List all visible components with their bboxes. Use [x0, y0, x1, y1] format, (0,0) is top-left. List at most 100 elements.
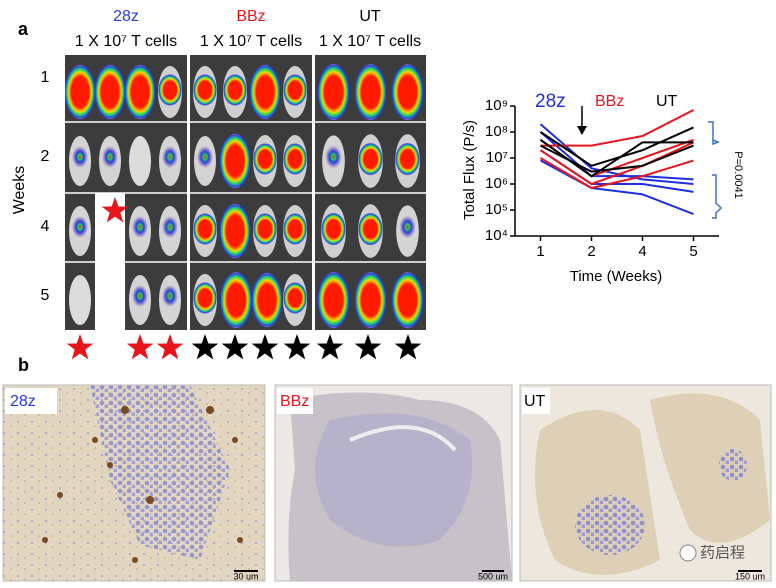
series-line: [540, 159, 694, 215]
scale-label: 500 um: [478, 571, 508, 581]
mouse: [159, 136, 181, 186]
series-line: [540, 109, 694, 147]
mouse: [194, 136, 216, 186]
star: [126, 334, 154, 360]
tissue-fold: [349, 425, 457, 452]
cell-cluster: [90, 385, 230, 560]
legend-label: UT: [656, 93, 678, 110]
star: [394, 334, 422, 360]
series-line: [539, 126, 694, 167]
mouse: [354, 271, 387, 329]
series-line: [539, 131, 694, 181]
histology-label: BBz: [280, 393, 309, 410]
mouse: [193, 66, 217, 118]
star: [251, 334, 279, 360]
panel-label: a: [18, 19, 29, 39]
line-chart: Total Flux (P/s) Time (Weeks) P=0.0041 1…: [461, 91, 744, 285]
mouse: [391, 63, 424, 121]
mouse: [250, 64, 280, 120]
mouse: [129, 136, 151, 186]
treatment-arrow-head: [577, 126, 587, 135]
frame: [519, 384, 772, 582]
mouse: [158, 66, 182, 118]
mouse: [283, 205, 307, 257]
y-axis-label: Total Flux (P/s): [461, 120, 478, 220]
series-line: [540, 144, 694, 173]
mouse: [159, 206, 181, 256]
column-title: UT: [359, 8, 381, 25]
mouse: [129, 275, 151, 325]
cell-cluster: [575, 495, 645, 555]
mouse: [95, 64, 125, 120]
tissue-section: [650, 393, 770, 543]
histology-label: UT: [524, 393, 546, 410]
mouse: [65, 64, 95, 120]
mouse: [252, 272, 282, 328]
mouse: [395, 134, 420, 188]
mouse: [159, 275, 181, 325]
mouse: [354, 63, 387, 121]
mouse: [219, 271, 253, 329]
column-dose: 1 X 10⁷ T cells: [75, 33, 177, 50]
mouse: [223, 66, 247, 118]
column-dose: 1 X 10⁷ T cells: [319, 33, 421, 50]
row-dividers: [65, 121, 426, 263]
row-label: 1: [41, 69, 50, 86]
mouse: [125, 64, 155, 120]
star: [191, 334, 219, 360]
mouse: [358, 134, 383, 188]
scale-label: 30 um: [233, 571, 258, 581]
mouse: [391, 271, 424, 329]
label-box: [5, 388, 57, 414]
frame: [2, 384, 266, 582]
column-dose: 1 X 10⁷ T cells: [200, 33, 302, 50]
cell-cluster: [719, 449, 747, 481]
legend-label: BBz: [595, 93, 624, 110]
star: [221, 334, 249, 360]
row-axis-label: Weeks: [11, 166, 28, 215]
y-tick-label: 10⁷: [486, 149, 508, 166]
mouse: [321, 204, 346, 258]
column-title: BBz: [236, 8, 265, 25]
imaging-grid: [65, 55, 426, 333]
mouse: [220, 133, 250, 189]
y-tick-label: 10⁵: [485, 201, 508, 218]
tissue-region: [315, 413, 472, 547]
mouse: [193, 274, 217, 326]
mouse: [283, 66, 307, 118]
scale-bar: [234, 570, 258, 572]
panel-label: b: [18, 355, 29, 375]
mouse: [129, 206, 151, 256]
star: [156, 334, 184, 360]
scale-bar: [738, 570, 762, 572]
mouse: [99, 136, 121, 186]
histology: [2, 384, 772, 582]
mouse: [322, 135, 345, 187]
mouse: [396, 205, 419, 257]
mouse: [69, 275, 91, 325]
mouse: [283, 135, 307, 187]
x-axis-label: Time (Weeks): [570, 268, 663, 285]
y-tick-label: 10⁶: [485, 175, 508, 192]
mouse: [283, 274, 307, 326]
column-title: 28z: [113, 8, 139, 25]
y-tick-label: 10⁹: [485, 97, 508, 114]
x-tick-label: 2: [587, 243, 595, 260]
frame: [274, 384, 513, 582]
y-tick-label: 10⁸: [485, 123, 508, 140]
bracket: [708, 121, 721, 146]
mouse: [253, 205, 277, 257]
label-box: [522, 388, 550, 414]
label-box: [277, 388, 313, 414]
row-label: 5: [41, 287, 50, 304]
scale-label: 150 um: [735, 571, 765, 581]
legend-label: 28z: [535, 91, 566, 112]
series-line: [539, 141, 694, 186]
mouse: [317, 63, 350, 121]
bracket: [712, 174, 723, 219]
x-tick-label: 1: [536, 243, 544, 260]
row-label: 4: [41, 218, 50, 235]
mouse: [358, 204, 383, 258]
histology-label: 28z: [10, 393, 36, 410]
